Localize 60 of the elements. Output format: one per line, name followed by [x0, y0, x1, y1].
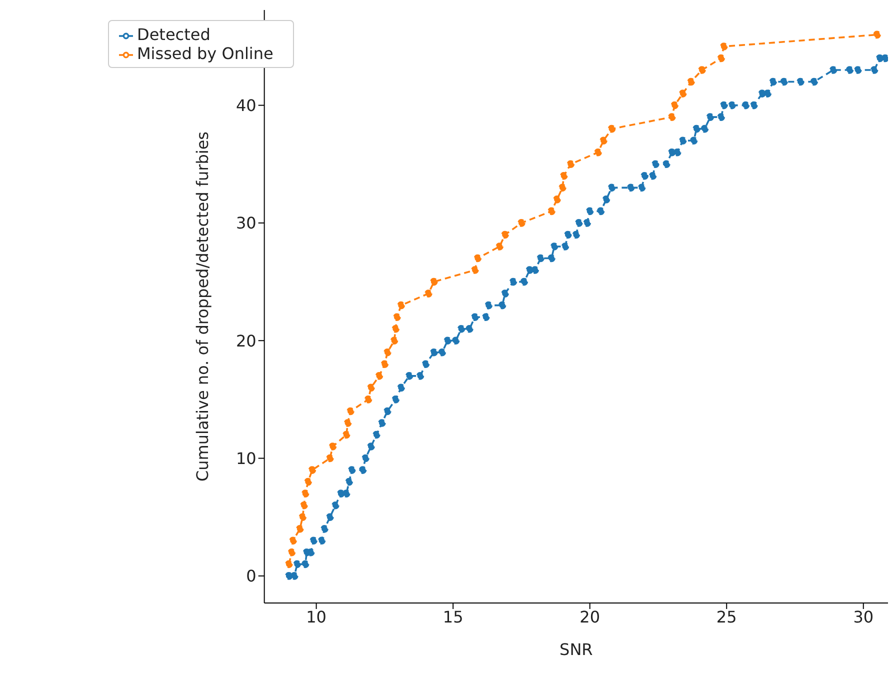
point — [698, 66, 706, 74]
y-axis-title: Cumulative no. of dropped/detected furbies — [193, 131, 212, 482]
point — [474, 254, 482, 262]
point — [548, 207, 556, 216]
point — [430, 278, 438, 286]
point — [392, 324, 400, 333]
point — [380, 360, 389, 368]
point — [501, 230, 509, 239]
point — [608, 124, 616, 133]
point — [298, 513, 307, 522]
point — [397, 301, 405, 310]
point — [566, 160, 575, 168]
point — [553, 196, 561, 204]
point — [720, 42, 728, 50]
point — [600, 136, 608, 144]
point — [424, 290, 432, 298]
y-tick-label: 0 — [246, 566, 256, 586]
point — [558, 184, 566, 192]
point — [687, 78, 695, 86]
y-tick-label: 40 — [236, 96, 256, 115]
x-tick-label: 15 — [442, 607, 464, 626]
point — [873, 30, 881, 39]
point — [668, 113, 676, 121]
y-tick-label: 30 — [236, 214, 256, 233]
point — [328, 442, 337, 450]
point — [678, 90, 687, 98]
legend-label: Detected — [137, 25, 210, 44]
point — [308, 466, 316, 474]
point — [471, 266, 479, 274]
point — [289, 536, 297, 545]
point — [393, 313, 401, 321]
point — [496, 242, 504, 250]
point — [344, 419, 352, 427]
point — [670, 101, 679, 110]
point — [518, 219, 526, 227]
point — [342, 430, 350, 439]
point — [304, 478, 312, 486]
x-tick-label: 10 — [306, 607, 326, 626]
point — [717, 54, 726, 62]
point — [364, 396, 372, 404]
legend-label: Missed by Online — [137, 44, 274, 63]
point — [326, 454, 334, 462]
x-tick-label: 20 — [580, 607, 600, 626]
point — [367, 384, 375, 392]
point — [560, 172, 568, 180]
y-tick-label: 10 — [236, 448, 256, 468]
x-tick-label: 25 — [716, 607, 737, 626]
point — [390, 336, 398, 345]
x-tick-label: 30 — [853, 607, 874, 626]
point — [300, 501, 308, 510]
point — [384, 348, 392, 356]
point — [285, 560, 293, 568]
point — [375, 372, 384, 380]
x-axis-title: SNR — [560, 640, 593, 659]
point — [346, 407, 354, 416]
point — [296, 524, 304, 533]
point — [594, 148, 602, 156]
y-tick-label: 20 — [236, 331, 256, 350]
point — [301, 490, 310, 498]
point — [288, 548, 296, 556]
